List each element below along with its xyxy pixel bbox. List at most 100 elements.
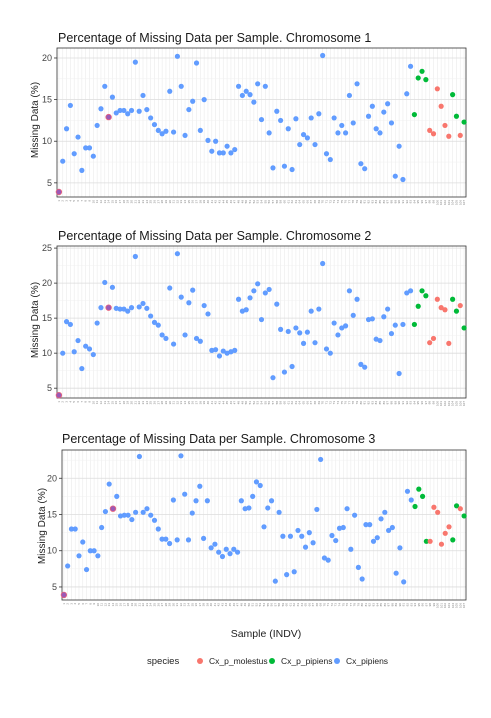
x-tick-label: 79 (355, 401, 359, 405)
data-point (155, 127, 161, 134)
data-point (190, 98, 196, 104)
x-tick-label: 64 (300, 603, 304, 607)
x-tick-label: 9 (87, 200, 91, 202)
x-tick-label: 1 (57, 401, 61, 403)
x-axis-label: Sample (INDV) (231, 628, 302, 640)
data-point (205, 311, 211, 317)
data-point (331, 320, 337, 326)
data-point (335, 130, 341, 136)
data-point (163, 128, 169, 134)
data-point (297, 141, 303, 148)
x-tick-label: 84 (374, 200, 378, 204)
data-point (114, 493, 120, 499)
data-point (266, 130, 272, 136)
x-tick-label: 3 (65, 200, 69, 202)
data-point (358, 161, 364, 167)
data-point (280, 533, 286, 539)
data-point (125, 111, 131, 117)
x-tick-label: 23 (141, 401, 145, 405)
x-tick-label: 67 (311, 603, 315, 607)
data-point (213, 138, 219, 144)
x-tick-label: 44 (224, 603, 228, 607)
data-point (80, 539, 86, 545)
data-point (239, 92, 245, 99)
x-tick-label: 51 (248, 200, 252, 204)
x-tick-label: 34 (183, 200, 187, 204)
data-point (339, 122, 345, 129)
x-tick-label: 26 (152, 401, 156, 405)
data-point (381, 314, 387, 320)
legend: species Cx_p_molestus Cx_p_pipiens Cx_pi… (147, 656, 388, 667)
x-tick-label: 66 (305, 200, 309, 204)
data-point (419, 288, 425, 294)
data-point (342, 130, 349, 136)
data-point (170, 341, 177, 347)
data-point (255, 281, 261, 287)
x-tick-label: 28 (160, 401, 164, 405)
data-point (132, 59, 138, 65)
x-tick-label: 60 (282, 200, 286, 204)
x-tick-label: 68 (313, 200, 317, 204)
x-tick-label: 32 (175, 401, 179, 405)
x-tick-label: 14 (107, 200, 111, 204)
x-tick-label: 27 (156, 401, 160, 405)
x-tick-label: 73 (332, 401, 336, 405)
data-point (121, 512, 127, 518)
data-point (234, 549, 241, 555)
data-point (302, 544, 309, 550)
x-tick-label: 63 (296, 603, 300, 607)
data-point (285, 328, 291, 335)
x-tick-label: 2 (61, 200, 65, 202)
y-tick-label: 15 (42, 313, 52, 323)
data-point (117, 306, 123, 312)
data-point (167, 88, 173, 94)
x-tick-label: 58 (275, 200, 279, 204)
x-tick-label: 40 (209, 603, 213, 607)
data-point (79, 365, 85, 372)
data-point (281, 163, 288, 169)
x-tick-label: 96 (421, 603, 425, 607)
x-tick-label: 88 (389, 401, 393, 405)
x-tick-label: 77 (349, 603, 353, 607)
x-tick-label: 81 (364, 603, 368, 607)
data-point (397, 545, 403, 551)
x-tick-label: 52 (254, 603, 258, 607)
x-tick-label: 37 (195, 401, 199, 405)
data-point (355, 564, 361, 570)
data-point (86, 145, 93, 151)
x-tick-label: 6 (76, 200, 80, 202)
data-point (178, 453, 184, 459)
x-tick-label: 20 (130, 200, 134, 204)
x-tick-label: 11 (100, 603, 104, 606)
data-point (67, 321, 73, 328)
x-tick-label: 3 (69, 603, 73, 605)
x-tick-label: 24 (149, 603, 153, 607)
data-point (350, 312, 356, 318)
x-tick-label: 67 (309, 200, 313, 204)
x-tick-label: 19 (126, 401, 130, 405)
data-point (170, 129, 177, 135)
data-point (300, 131, 307, 138)
x-tick-label: 106 (458, 401, 462, 406)
data-point (91, 548, 97, 554)
data-point (246, 505, 252, 511)
x-tick-label: 55 (263, 401, 267, 405)
x-tick-label: 8 (84, 401, 88, 403)
legend-key-pipiens (334, 658, 340, 664)
x-tick-label: 52 (252, 401, 256, 405)
data-point (320, 260, 326, 267)
data-point (76, 553, 82, 559)
data-point (140, 92, 146, 99)
x-tick-label: 29 (168, 603, 172, 607)
data-point (427, 127, 433, 134)
x-tick-label: 29 (164, 200, 168, 204)
x-tick-label: 11 (95, 200, 99, 203)
data-point (213, 347, 219, 353)
x-tick-label: 80 (359, 401, 363, 405)
legend-entry-pipiens: Cx_pipiens (346, 656, 388, 666)
data-point (167, 540, 173, 547)
x-tick-label: 107 (462, 401, 466, 406)
x-tick-label: 27 (156, 200, 160, 204)
data-point (151, 319, 158, 325)
data-point (272, 578, 278, 584)
